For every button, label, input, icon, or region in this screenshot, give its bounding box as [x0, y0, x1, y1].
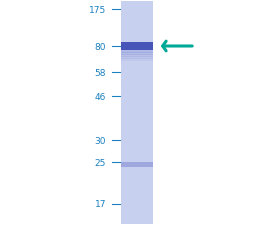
Bar [121, 51, 153, 54]
Bar [121, 59, 153, 62]
Bar [121, 2, 153, 224]
Text: 25: 25 [95, 158, 106, 167]
Bar [121, 162, 153, 167]
Text: 80: 80 [94, 42, 106, 51]
Bar [121, 53, 153, 56]
Bar [121, 43, 153, 51]
Text: 46: 46 [95, 92, 106, 101]
Bar [121, 55, 153, 58]
Text: 58: 58 [94, 68, 106, 77]
Text: 17: 17 [94, 200, 106, 209]
Text: 175: 175 [89, 5, 106, 14]
Bar [121, 57, 153, 60]
Text: 30: 30 [94, 136, 106, 145]
